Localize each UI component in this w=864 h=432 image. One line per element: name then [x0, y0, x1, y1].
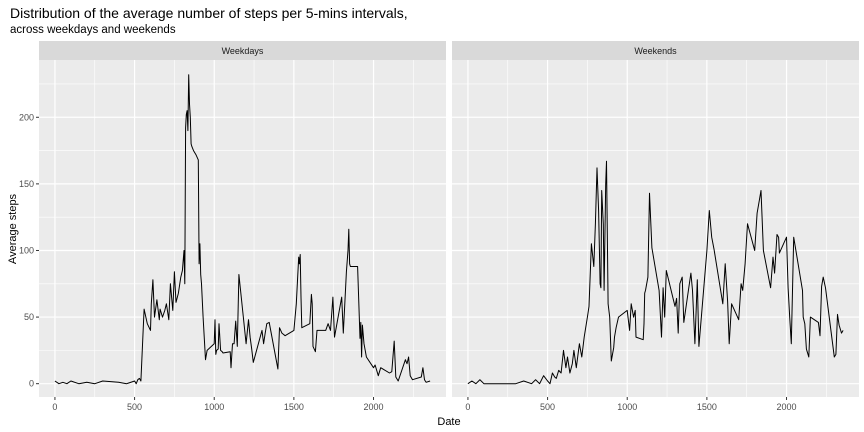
- x-tick-label: 2000: [777, 402, 797, 412]
- facet-strip-label: Weekends: [634, 46, 677, 56]
- facet-strip: [452, 41, 859, 60]
- panel-weekends: Weekends 0 500 1000 1500 2000: [452, 41, 859, 412]
- chart-title: Distribution of the average number of st…: [10, 5, 408, 21]
- facet-strip-label: Weekdays: [222, 46, 264, 56]
- panel-background: [452, 60, 859, 397]
- x-tick-label: 2000: [364, 402, 384, 412]
- y-axis-title: Average steps: [7, 193, 19, 264]
- x-tick-label: 500: [540, 402, 555, 412]
- y-tick-label: 50: [24, 312, 34, 322]
- series-line-weekdays: [54, 74, 431, 385]
- y-tick-label: 100: [19, 245, 34, 255]
- y-tick-label: 150: [19, 179, 34, 189]
- x-tick-label: 0: [465, 402, 470, 412]
- y-tick-label: 200: [19, 112, 34, 122]
- x-tick-label: 1000: [204, 402, 224, 412]
- x-tick-label: 1500: [697, 402, 717, 412]
- y-axis: 0 50 100 150 200: [19, 112, 39, 389]
- x-tick-label: 0: [52, 402, 57, 412]
- series-line-weekends: [467, 160, 844, 385]
- y-tick-label: 0: [29, 379, 34, 389]
- panels: Weekdays 0 500 1000 1500 2000 Weekends 0 500 1000…: [39, 41, 859, 412]
- x-tick-label: 500: [127, 402, 142, 412]
- x-axis-title: Date: [437, 416, 460, 428]
- facet-strip: [39, 41, 446, 60]
- panel-background: [39, 60, 446, 397]
- x-tick-label: 1000: [617, 402, 637, 412]
- x-tick-label: 1500: [284, 402, 304, 412]
- chart-subtitle: across weekdays and weekends: [10, 24, 176, 36]
- panel-weekdays: Weekdays 0 500 1000 1500 2000: [39, 41, 446, 412]
